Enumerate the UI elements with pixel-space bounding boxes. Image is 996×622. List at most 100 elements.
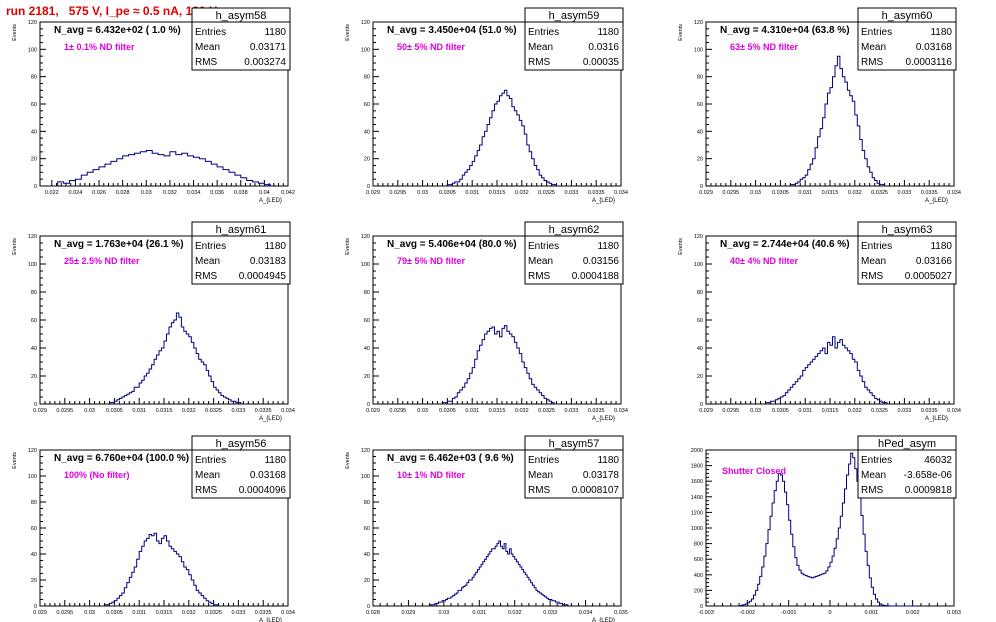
histogram-outline — [441, 325, 555, 404]
x-tick-label: 0.03 — [750, 408, 761, 414]
histogram-outline — [108, 312, 242, 404]
histogram-name: h_asym62 — [549, 224, 600, 236]
x-tick-label: 0.0305 — [772, 190, 789, 196]
stats-value: 0.0004945 — [239, 271, 287, 282]
stats-value: 1180 — [264, 27, 286, 38]
y-tick-label: 60 — [31, 318, 37, 324]
x-tick-label: 0.0325 — [871, 190, 888, 196]
x-tick-label: 0.03 — [417, 408, 428, 414]
x-tick-label: 0.036 — [210, 190, 224, 196]
x-tick-label: 0.042 — [281, 190, 295, 196]
stats-label: Entries — [195, 27, 226, 38]
stats-label: RMS — [195, 271, 218, 282]
stats-label: RMS — [861, 271, 884, 282]
stats-label: Entries — [528, 455, 559, 466]
y-tick-label: 400 — [694, 573, 703, 579]
stats-value: -3.658e-06 — [904, 470, 953, 481]
x-tick-label: 0.03 — [141, 190, 152, 196]
x-tick-label: 0.0295 — [56, 610, 73, 616]
filter-annotation: 25± 2.5% ND filter — [64, 256, 140, 266]
histogram-name: h_asym60 — [882, 10, 933, 22]
y-tick-label: 40 — [697, 129, 703, 135]
y-tick-label: 100 — [28, 47, 37, 53]
y-tick-label: 0 — [34, 402, 37, 408]
x-tick-label: 0.028 — [366, 610, 380, 616]
x-tick-label: 0.029 — [699, 190, 713, 196]
histogram-outline — [104, 532, 220, 606]
stats-label: RMS — [195, 485, 218, 496]
histogram-outline — [446, 89, 557, 186]
x-tick-label: 0.03 — [750, 190, 761, 196]
stats-label: Mean — [195, 42, 220, 53]
y-axis-label: Events — [12, 24, 18, 41]
y-tick-label: 20 — [31, 157, 37, 163]
x-tick-label: 0.0315 — [489, 408, 506, 414]
histogram-name: h_asym58 — [216, 10, 267, 22]
y-axis-label: Events — [345, 238, 351, 255]
y-tick-label: 1200 — [691, 510, 703, 516]
y-tick-label: 200 — [694, 588, 703, 594]
x-tick-label: 0.034 — [281, 408, 295, 414]
x-axis-label: A_{LED} — [259, 416, 282, 422]
stats-label: RMS — [195, 57, 218, 68]
navg-label: N_avg = 6.462e+03 ( 9.6 %) — [387, 453, 514, 464]
stats-label: Entries — [195, 241, 226, 252]
y-tick-label: 80 — [364, 75, 370, 81]
stats-value: 0.00035 — [583, 57, 620, 68]
stats-label: Entries — [528, 241, 559, 252]
navg-label: N_avg = 4.310e+04 (63.8 %) — [720, 25, 850, 36]
stats-value: 1180 — [597, 27, 619, 38]
stats-value: 0.003274 — [244, 57, 286, 68]
histogram-outline — [789, 55, 886, 186]
x-tick-label: 0.032 — [182, 610, 196, 616]
y-tick-label: 800 — [694, 542, 703, 548]
y-tick-label: 100 — [694, 262, 703, 268]
x-tick-label: 0.0335 — [255, 408, 272, 414]
x-tick-label: 0.0315 — [822, 408, 839, 414]
y-tick-label: 0 — [34, 184, 37, 190]
y-tick-label: 60 — [697, 102, 703, 108]
x-tick-label: 0.0315 — [489, 190, 506, 196]
y-tick-label: 0 — [367, 604, 370, 610]
x-tick-label: 0.035 — [614, 610, 628, 616]
y-tick-label: 120 — [28, 234, 37, 240]
histogram-name: hPed_asym — [878, 438, 936, 450]
stats-label: RMS — [528, 57, 551, 68]
stats-value: 0.0003116 — [905, 57, 952, 68]
x-tick-label: 0.034 — [187, 190, 201, 196]
navg-label: N_avg = 1.763e+04 (26.1 %) — [54, 239, 184, 250]
y-tick-label: 100 — [28, 262, 37, 268]
histogram-name: h_asym63 — [882, 224, 933, 236]
y-axis-label: Events — [12, 238, 18, 255]
x-tick-label: 0.034 — [947, 190, 961, 196]
stats-value: 0.03171 — [250, 42, 287, 53]
stats-value: 1180 — [930, 241, 952, 252]
x-tick-label: 0.033 — [898, 408, 912, 414]
y-tick-label: 80 — [697, 75, 703, 81]
stats-box — [857, 235, 957, 285]
y-tick-label: 20 — [364, 157, 370, 163]
x-tick-label: 0.0325 — [538, 190, 555, 196]
x-tick-label: 0.003 — [947, 610, 961, 616]
x-tick-label: 0.033 — [565, 408, 579, 414]
y-tick-label: 1000 — [691, 526, 703, 532]
stats-value: 0.03168 — [916, 42, 953, 53]
x-tick-label: 0.031 — [132, 408, 146, 414]
stats-value: 0.03168 — [250, 470, 287, 481]
x-tick-label: 0.0335 — [588, 408, 605, 414]
x-tick-label: 0.0315 — [156, 610, 173, 616]
y-tick-label: 120 — [361, 448, 370, 454]
navg-label: N_avg = 2.744e+04 (40.6 %) — [720, 239, 850, 250]
y-tick-label: 60 — [364, 102, 370, 108]
stats-label: Entries — [861, 27, 892, 38]
x-tick-label: 0.0295 — [389, 190, 406, 196]
histogram-panel: 0 20 40 60 80 100 120 Events 0.029 0.0295 0.03 0.03… — [345, 7, 628, 204]
x-tick-label: 0.0335 — [588, 190, 605, 196]
y-axis-label: Events — [678, 238, 684, 255]
navg-label: N_avg = 6.760e+04 (100.0 %) — [54, 453, 189, 464]
y-tick-label: 20 — [31, 578, 37, 584]
x-axis-label: A_{LED} — [259, 198, 282, 204]
navg-label: N_avg = 5.406e+04 (80.0 %) — [387, 239, 517, 250]
stats-value: 1180 — [264, 455, 286, 466]
y-tick-label: 40 — [31, 346, 37, 352]
